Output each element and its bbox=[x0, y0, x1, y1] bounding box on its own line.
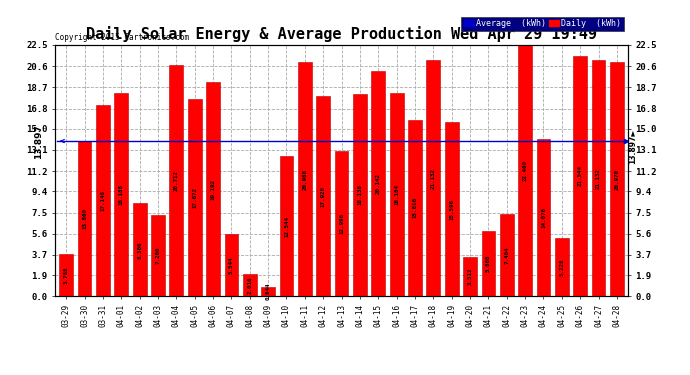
Bar bbox=[555, 238, 569, 296]
Title: Daily Solar Energy & Average Production Wed Apr 29 19:49: Daily Solar Energy & Average Production … bbox=[86, 27, 597, 42]
Text: 18.138: 18.138 bbox=[357, 184, 362, 206]
Text: 14.076: 14.076 bbox=[541, 207, 546, 228]
Bar bbox=[426, 60, 440, 296]
Bar bbox=[224, 234, 238, 296]
Bar bbox=[151, 215, 165, 296]
Bar bbox=[573, 56, 587, 296]
Text: 21.132: 21.132 bbox=[431, 168, 436, 189]
Text: 2.016: 2.016 bbox=[247, 276, 253, 294]
Bar bbox=[610, 62, 624, 296]
Text: 21.132: 21.132 bbox=[596, 168, 601, 189]
Text: 7.260: 7.260 bbox=[155, 247, 161, 264]
Bar bbox=[500, 214, 513, 296]
Bar bbox=[132, 204, 146, 296]
Text: 17.920: 17.920 bbox=[321, 186, 326, 207]
Bar bbox=[59, 254, 73, 296]
Text: 13.860: 13.860 bbox=[82, 209, 87, 230]
Text: 20.142: 20.142 bbox=[376, 173, 381, 194]
Text: 15.816: 15.816 bbox=[413, 198, 417, 219]
Bar bbox=[298, 62, 312, 296]
Bar bbox=[390, 93, 404, 296]
Text: 12.544: 12.544 bbox=[284, 216, 289, 237]
Text: 0.844: 0.844 bbox=[266, 283, 270, 300]
Text: 3.512: 3.512 bbox=[468, 268, 473, 285]
Text: 15.596: 15.596 bbox=[449, 199, 454, 220]
Bar bbox=[408, 120, 422, 296]
Bar bbox=[335, 151, 348, 296]
Bar bbox=[243, 274, 257, 296]
Text: 3.788: 3.788 bbox=[63, 266, 69, 284]
Text: 19.192: 19.192 bbox=[210, 178, 215, 200]
Text: 12.996: 12.996 bbox=[339, 213, 344, 234]
Bar bbox=[445, 122, 459, 296]
Bar bbox=[279, 156, 293, 296]
Text: 17.148: 17.148 bbox=[101, 190, 106, 211]
Text: 13.897: 13.897 bbox=[34, 124, 43, 159]
Text: 13.897►: 13.897► bbox=[628, 129, 637, 164]
Bar bbox=[188, 99, 201, 296]
Text: 22.460: 22.460 bbox=[522, 160, 528, 182]
Text: 17.672: 17.672 bbox=[193, 187, 197, 208]
Bar bbox=[262, 287, 275, 296]
Bar bbox=[316, 96, 330, 296]
Bar bbox=[353, 94, 367, 296]
Bar bbox=[482, 231, 495, 296]
Text: 18.188: 18.188 bbox=[119, 184, 124, 205]
Bar bbox=[518, 45, 532, 296]
Bar bbox=[170, 65, 184, 296]
Bar bbox=[371, 71, 385, 296]
Bar bbox=[463, 257, 477, 296]
Text: 5.868: 5.868 bbox=[486, 255, 491, 272]
Text: 7.404: 7.404 bbox=[504, 246, 509, 264]
Text: 5.544: 5.544 bbox=[229, 256, 234, 274]
Bar bbox=[96, 105, 110, 296]
Text: 8.306: 8.306 bbox=[137, 241, 142, 259]
Text: Copyright 2015 Cartronics.com: Copyright 2015 Cartronics.com bbox=[55, 33, 189, 42]
Text: 20.712: 20.712 bbox=[174, 170, 179, 191]
Bar bbox=[591, 60, 605, 296]
Bar bbox=[206, 82, 220, 296]
Legend: Average  (kWh), Daily  (kWh): Average (kWh), Daily (kWh) bbox=[461, 16, 624, 30]
Text: 18.184: 18.184 bbox=[394, 184, 399, 205]
Text: 5.228: 5.228 bbox=[560, 258, 564, 276]
Text: 20.968: 20.968 bbox=[302, 169, 307, 190]
Bar bbox=[115, 93, 128, 296]
Bar bbox=[537, 139, 551, 296]
Bar bbox=[78, 141, 92, 296]
Text: 20.970: 20.970 bbox=[614, 169, 620, 190]
Text: 21.544: 21.544 bbox=[578, 165, 582, 186]
